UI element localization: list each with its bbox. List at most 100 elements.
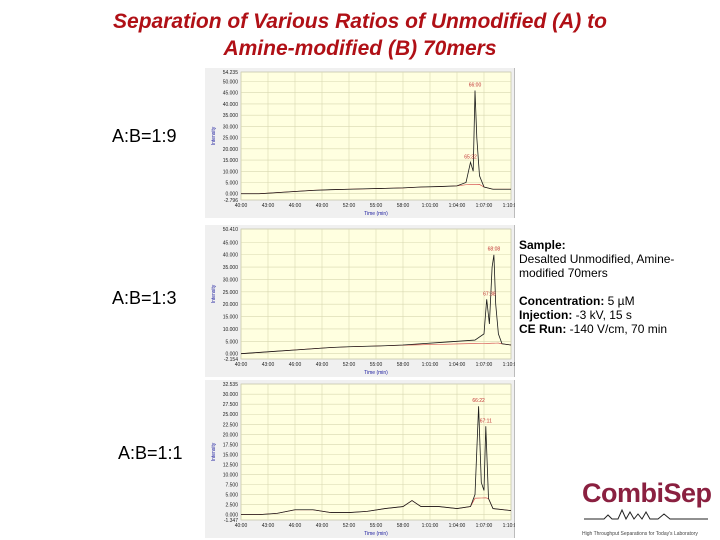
logo-tagline: High Throughput Separations for Today's … <box>582 531 698 537</box>
y-tick-label: 25.000 <box>223 412 239 418</box>
y-tick-label: 40.000 <box>223 253 239 259</box>
x-tick-label: 58:00 <box>397 523 410 529</box>
y-tick-label: 10.000 <box>223 169 239 175</box>
x-tick-label: 1:04:00 <box>449 362 466 368</box>
y-tick-label: 20.000 <box>223 432 239 438</box>
sample-value-2: modified 70mers <box>519 266 608 280</box>
electropherogram-1-3: -2.154 0.000 5.000 10.000 15.000 20.000 25.000… <box>205 225 515 377</box>
combisep-logo: CombiSep High Throughput Separations for… <box>582 478 717 538</box>
x-tick-label: 55:00 <box>370 203 383 209</box>
ratio-label-1-9: A:B=1:9 <box>112 126 177 146</box>
x-axis-label: Time (min) <box>364 370 388 376</box>
y-tick-label: 17.500 <box>223 442 239 448</box>
y-tick-label: 10.000 <box>223 472 239 478</box>
ratio-label-1-1: A:B=1:1 <box>118 443 183 463</box>
y-tick-label: 20.000 <box>223 302 239 308</box>
y-tick-label: 5.000 <box>225 493 238 499</box>
y-tick-label: 45.000 <box>223 91 239 97</box>
ce-run-label: CE Run: <box>519 322 567 336</box>
y-tick-label: 15.000 <box>223 315 239 321</box>
title-line-2: Amine-modified (B) 70mers <box>223 37 497 60</box>
y-tick-label: 22.500 <box>223 422 239 428</box>
y-tick-label: 2.500 <box>225 503 238 509</box>
signal-trace <box>240 254 512 355</box>
electropherogram-1-1: -1.347 0.000 2.500 5.000 7.500 10.000 12.500 15… <box>205 380 515 538</box>
injection-value: -3 kV, 15 s <box>572 308 632 322</box>
x-tick-label: 1:04:00 <box>449 203 466 209</box>
peak-label: 67:11 <box>480 418 492 424</box>
x-tick-label: 40:00 <box>235 203 248 209</box>
sample-info: Sample: Desalted Unmodified, Amine- modi… <box>519 238 719 336</box>
y-tick-label: 7.500 <box>225 482 238 488</box>
concentration-value: 5 µM <box>604 294 635 308</box>
x-tick-label: 55:00 <box>370 362 383 368</box>
x-tick-label: 43:00 <box>262 362 275 368</box>
y-tick-label: 50.410 <box>223 227 239 233</box>
slide-title: Separation of Various Ratios of Unmodifi… <box>0 8 720 62</box>
y-tick-label: 30.000 <box>223 392 239 398</box>
x-tick-label: 1:07:00 <box>476 523 493 529</box>
peak-label: 66:22 <box>472 398 485 404</box>
peak-label: 66:00 <box>469 82 482 88</box>
y-tick-label: 27.500 <box>223 402 239 408</box>
x-tick-label: 1:07:00 <box>476 362 493 368</box>
x-tick-label: 46:00 <box>289 523 302 529</box>
y-tick-label: 12.500 <box>223 462 239 468</box>
sample-label: Sample: <box>519 238 566 252</box>
y-tick-label: 5.000 <box>225 339 238 345</box>
y-axis-label: Intensity <box>211 284 217 303</box>
y-tick-label: 20.000 <box>223 147 239 153</box>
y-tick-label: -1.347 <box>224 518 238 524</box>
logo-peaks-icon <box>584 508 708 521</box>
y-tick-label: 32.535 <box>223 382 239 388</box>
signal-trace <box>241 406 512 515</box>
x-tick-label: 1:01:00 <box>422 523 439 529</box>
x-tick-label: 1:01:00 <box>422 203 439 209</box>
x-tick-label: 49:00 <box>316 203 329 209</box>
y-axis-label: Intensity <box>211 126 217 145</box>
x-tick-label: 49:00 <box>316 362 329 368</box>
x-tick-label: 58:00 <box>397 203 410 209</box>
title-line-1: Separation of Various Ratios of Unmodifi… <box>113 10 607 33</box>
y-tick-label: 0.000 <box>225 192 238 198</box>
x-tick-label: 1:04:00 <box>449 523 466 529</box>
logo-text: CombiSep <box>582 478 712 508</box>
x-tick-label: 1:10:00 <box>503 362 515 368</box>
x-tick-label: 52:00 <box>343 203 356 209</box>
y-tick-label: 15.000 <box>223 158 239 164</box>
y-tick-label: 0.000 <box>225 513 238 519</box>
x-tick-label: 1:01:00 <box>422 362 439 368</box>
concentration-label: Concentration: <box>519 294 605 308</box>
x-tick-label: 1:07:00 <box>476 203 493 209</box>
x-tick-label: 40:00 <box>235 362 248 368</box>
y-tick-label: 35.000 <box>223 113 239 119</box>
x-tick-label: 46:00 <box>289 362 302 368</box>
y-tick-label: 50.000 <box>223 80 239 86</box>
ratio-label-1-3: A:B=1:3 <box>112 288 177 308</box>
x-tick-label: 49:00 <box>316 523 329 529</box>
y-tick-label: 25.000 <box>223 136 239 142</box>
x-tick-label: 58:00 <box>397 362 410 368</box>
injection-label: Injection: <box>519 308 573 322</box>
y-tick-label: 10.000 <box>223 327 239 333</box>
x-tick-label: 1:10:00 <box>503 203 515 209</box>
x-tick-label: 52:00 <box>343 362 356 368</box>
x-axis-label: Time (min) <box>364 531 388 537</box>
x-tick-label: 43:00 <box>262 203 275 209</box>
ce-run-value: -140 V/cm, 70 min <box>566 322 668 336</box>
peak-label: 65:32 <box>464 154 477 160</box>
y-axis-label: Intensity <box>211 442 217 461</box>
y-tick-label: -2.154 <box>224 357 238 363</box>
y-tick-label: 25.000 <box>223 290 239 296</box>
electropherogram-1-9: -2.796 0.000 5.000 10.000 15.000 20.000 25.000… <box>205 68 515 218</box>
sample-value-1: Desalted Unmodified, Amine- <box>519 252 675 266</box>
x-tick-label: 43:00 <box>262 523 275 529</box>
x-tick-label: 55:00 <box>370 523 383 529</box>
signal-trace <box>241 90 511 195</box>
y-tick-label: 30.000 <box>223 124 239 130</box>
x-tick-label: 40:00 <box>235 523 248 529</box>
y-tick-label: 54.235 <box>223 70 239 76</box>
